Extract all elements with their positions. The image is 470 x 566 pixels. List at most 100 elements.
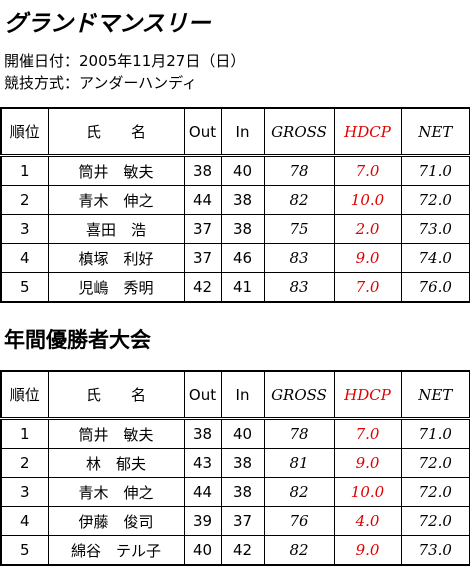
cell: 林 郁夫 xyxy=(47,448,185,478)
cell: 78 xyxy=(263,155,335,186)
cell: 5 xyxy=(0,535,49,566)
column-header: 氏 名 xyxy=(47,370,185,420)
column-header: In xyxy=(220,107,265,157)
header-row: 順位氏 名 Out In GROSS HDCP NET xyxy=(0,107,470,157)
cell: 4 xyxy=(0,243,49,273)
title: グランドマンスリー xyxy=(4,11,211,37)
cell: 38 xyxy=(183,418,222,449)
cell: 39 xyxy=(183,506,222,536)
cell: 42 xyxy=(220,535,265,566)
cell: 38 xyxy=(220,448,265,478)
cell: 7.0 xyxy=(333,155,402,186)
row: 1 筒井 敏夫 38 40 78 7.0 71.0 xyxy=(0,155,470,186)
column-header: Out xyxy=(183,107,222,157)
cell: 43 xyxy=(183,448,222,478)
header-row: 順位氏 名 Out In GROSS HDCP NET xyxy=(0,370,470,420)
column-header: GROSS xyxy=(263,370,335,420)
results-table: 順位氏 名 Out In GROSS HDCP NET 1 筒井 敏夫 38 40 78 7.0 71.… xyxy=(0,107,470,303)
cell: 5 xyxy=(0,272,49,303)
cell: 83 xyxy=(263,243,335,273)
cell: 筒井 敏夫 xyxy=(47,418,185,449)
cell: 9.0 xyxy=(333,535,402,566)
row: 4 槙塚 利好 37 46 83 9.0 74.0 xyxy=(0,243,470,273)
cell: 40 xyxy=(220,155,265,186)
results-table: 順位氏 名 Out In GROSS HDCP NET 1 筒井 敏夫 38 40 78 7.0 71.… xyxy=(0,370,470,566)
cell: 81 xyxy=(263,448,335,478)
cell: 40 xyxy=(183,535,222,566)
cell: 38 xyxy=(220,477,265,507)
row: 2 青木 伸之 44 38 82 10.0 72.0 xyxy=(0,185,470,215)
cell: 1 xyxy=(0,155,49,186)
row: 5 綿谷 テル子 40 42 82 9.0 73.0 xyxy=(0,535,470,566)
column-header: GROSS xyxy=(263,107,335,157)
cell: 72.0 xyxy=(400,185,470,215)
column-header: 氏 名 xyxy=(47,107,185,157)
cell: 38 xyxy=(220,214,265,244)
date: 開催日付：2005年11月27日（日） xyxy=(4,52,246,70)
cell: 7.0 xyxy=(333,418,402,449)
cell: 10.0 xyxy=(333,185,402,215)
cell: 82 xyxy=(263,535,335,566)
cell: 筒井 敏夫 xyxy=(47,155,185,186)
cell: 3 xyxy=(0,214,49,244)
cell: 72.0 xyxy=(400,506,470,536)
column-header: HDCP xyxy=(333,107,402,157)
cell: 72.0 xyxy=(400,448,470,478)
cell: 46 xyxy=(220,243,265,273)
cell: 7.0 xyxy=(333,272,402,303)
cell: 4 xyxy=(0,506,49,536)
row: 3 喜田 浩 37 38 75 2.0 73.0 xyxy=(0,214,470,244)
cell: 青木 伸之 xyxy=(47,477,185,507)
cell: 3 xyxy=(0,477,49,507)
cell: 44 xyxy=(183,185,222,215)
cell: 82 xyxy=(263,477,335,507)
cell: 2 xyxy=(0,448,49,478)
cell: 9.0 xyxy=(333,448,402,478)
method: 競技方式：アンダーハンディ xyxy=(4,74,198,92)
column-header: 順位 xyxy=(0,107,49,157)
cell: 75 xyxy=(263,214,335,244)
cell: 74.0 xyxy=(400,243,470,273)
cell: 2 xyxy=(0,185,49,215)
cell: 41 xyxy=(220,272,265,303)
row: 1 筒井 敏夫 38 40 78 7.0 71.0 xyxy=(0,418,470,449)
cell: 4.0 xyxy=(333,506,402,536)
column-header: HDCP xyxy=(333,370,402,420)
cell: 青木 伸之 xyxy=(47,185,185,215)
column-header: NET xyxy=(400,107,470,157)
cell: 37 xyxy=(183,243,222,273)
cell: 喜田 浩 xyxy=(47,214,185,244)
column-header: In xyxy=(220,370,265,420)
cell: 37 xyxy=(220,506,265,536)
cell: 42 xyxy=(183,272,222,303)
row: 3 青木 伸之 44 38 82 10.0 72.0 xyxy=(0,477,470,507)
cell: 40 xyxy=(220,418,265,449)
cell: 83 xyxy=(263,272,335,303)
cell: 73.0 xyxy=(400,535,470,566)
cell: 10.0 xyxy=(333,477,402,507)
cell: 76.0 xyxy=(400,272,470,303)
cell: 1 xyxy=(0,418,49,449)
cell: 9.0 xyxy=(333,243,402,273)
cell: 73.0 xyxy=(400,214,470,244)
cell: 2.0 xyxy=(333,214,402,244)
row: 4 伊藤 俊司 39 37 76 4.0 72.0 xyxy=(0,506,470,536)
cell: 72.0 xyxy=(400,477,470,507)
column-header: Out xyxy=(183,370,222,420)
section-title: 年間優勝者大会 xyxy=(4,328,151,352)
cell: 71.0 xyxy=(400,418,470,449)
cell: 71.0 xyxy=(400,155,470,186)
column-header: 順位 xyxy=(0,370,49,420)
cell: 82 xyxy=(263,185,335,215)
cell: 44 xyxy=(183,477,222,507)
cell: 78 xyxy=(263,418,335,449)
cell: 38 xyxy=(183,155,222,186)
cell: 綿谷 テル子 xyxy=(47,535,185,566)
cell: 児嶋 秀明 xyxy=(47,272,185,303)
cell: 76 xyxy=(263,506,335,536)
row: 5 児嶋 秀明 42 41 83 7.0 76.0 xyxy=(0,272,470,303)
cell: 槙塚 利好 xyxy=(47,243,185,273)
cell: 伊藤 俊司 xyxy=(47,506,185,536)
